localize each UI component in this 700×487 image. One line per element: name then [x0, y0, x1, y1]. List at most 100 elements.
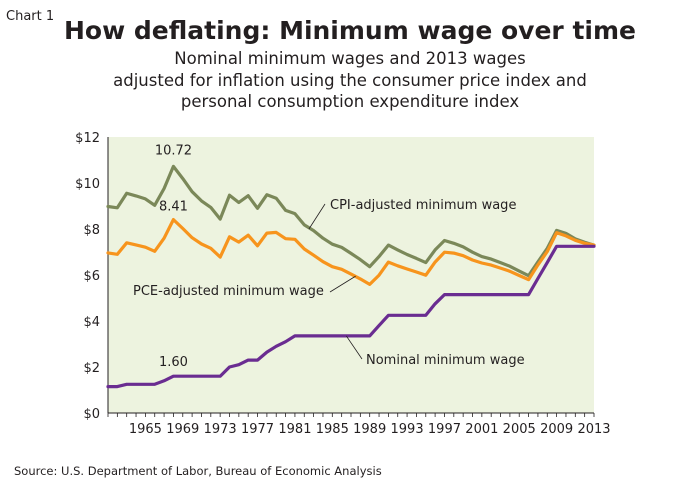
data-point — [116, 206, 119, 209]
data-point — [107, 252, 109, 254]
y-tick-label: $10 — [75, 177, 100, 192]
data-point — [555, 245, 558, 248]
data-point — [518, 270, 521, 272]
data-point — [583, 242, 586, 245]
data-point — [537, 263, 539, 266]
data-point — [107, 205, 109, 208]
data-point — [163, 237, 165, 240]
x-tick-label: 1993 — [391, 422, 424, 437]
data-point — [378, 324, 380, 327]
data-point — [583, 245, 586, 248]
data-point — [135, 243, 137, 246]
value-annotation: 1.60 — [159, 355, 188, 370]
data-point — [368, 265, 371, 268]
data-point — [452, 242, 455, 245]
chart-title: How deflating: Minimum wage over time — [64, 16, 636, 45]
data-point — [359, 335, 362, 337]
data-point — [163, 379, 165, 382]
data-point — [284, 237, 287, 240]
data-point — [387, 314, 390, 317]
x-tick-label: 2001 — [465, 422, 498, 437]
data-point — [565, 235, 567, 237]
data-point — [181, 177, 184, 180]
x-tick-label: 1965 — [129, 422, 162, 437]
data-point — [462, 293, 465, 296]
data-point — [219, 218, 222, 221]
data-point — [424, 274, 427, 277]
data-point — [322, 237, 324, 240]
data-point — [471, 251, 474, 254]
data-point — [237, 241, 240, 244]
data-point — [116, 253, 119, 256]
data-point — [294, 212, 296, 215]
data-point — [256, 359, 259, 361]
data-point — [107, 385, 109, 388]
data-point — [406, 268, 408, 270]
data-point — [153, 204, 156, 207]
data-point — [555, 231, 558, 234]
data-point — [191, 236, 194, 239]
data-point — [237, 363, 240, 366]
data-point — [303, 223, 306, 226]
data-point — [125, 241, 128, 244]
data-point — [256, 244, 259, 247]
data-point — [443, 239, 446, 242]
data-point — [537, 277, 539, 280]
data-point — [415, 257, 418, 260]
data-point — [191, 375, 194, 378]
y-tick-label: $2 — [83, 361, 100, 376]
data-point — [312, 254, 315, 257]
data-point — [172, 165, 175, 168]
data-point — [219, 375, 222, 378]
leader-line — [345, 335, 363, 360]
data-point — [340, 268, 343, 271]
data-point — [406, 314, 408, 317]
data-point — [209, 247, 212, 250]
data-point — [228, 235, 231, 238]
data-point — [527, 278, 530, 281]
data-point — [322, 335, 324, 337]
data-point — [499, 267, 502, 269]
data-point — [574, 245, 577, 248]
data-point — [237, 201, 240, 204]
data-point — [163, 187, 165, 190]
data-point — [340, 335, 343, 337]
data-point — [144, 246, 147, 249]
data-point — [415, 314, 418, 317]
data-point — [424, 314, 427, 317]
data-point — [396, 249, 399, 251]
data-point — [153, 250, 156, 253]
data-point — [340, 246, 343, 249]
data-point — [209, 375, 212, 378]
y-tick-label: $12 — [75, 131, 100, 146]
data-point — [396, 314, 399, 317]
value-annotation: 10.72 — [155, 143, 192, 158]
data-point — [200, 375, 203, 378]
data-point — [294, 335, 296, 337]
data-point — [434, 302, 437, 305]
annotations: 10.72 8.41 1.60 CPI-adjusted minimum wage PC… — [133, 143, 525, 370]
data-point — [247, 359, 250, 361]
data-point — [228, 194, 231, 197]
data-point — [499, 261, 502, 264]
data-point — [480, 255, 483, 258]
y-tick-label: $6 — [83, 269, 100, 284]
data-point — [518, 293, 521, 296]
data-point — [396, 264, 399, 267]
data-point — [359, 258, 362, 261]
data-point — [116, 385, 119, 388]
data-point — [490, 293, 493, 296]
data-point — [322, 260, 324, 263]
series-label: CPI-adjusted minimum wage — [330, 198, 516, 213]
data-point — [462, 246, 465, 248]
data-point — [312, 229, 315, 232]
chart-subtitle-line-2: adjusted for inflation using the consume… — [113, 71, 587, 90]
data-point — [181, 375, 184, 378]
data-point — [331, 265, 334, 268]
data-point — [480, 262, 483, 264]
data-point — [247, 194, 250, 197]
x-tick-label: 1989 — [353, 422, 386, 437]
leader-line — [329, 275, 356, 293]
data-point — [265, 351, 268, 353]
value-annotation: 8.41 — [159, 200, 188, 215]
